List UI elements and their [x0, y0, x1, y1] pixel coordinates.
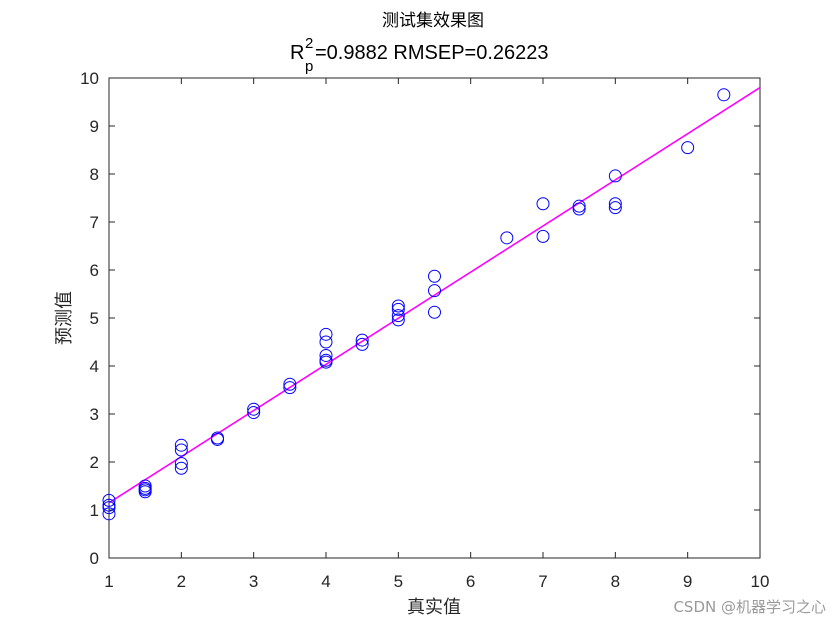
data-point — [174, 438, 188, 452]
data-point — [536, 197, 550, 211]
data-point — [572, 202, 586, 216]
data-point — [608, 201, 622, 215]
y-tick-label: 1 — [90, 501, 99, 520]
watermark-text: CSDN @机器学习之心 — [673, 598, 826, 616]
x-tick-label: 7 — [538, 572, 547, 591]
data-point — [174, 443, 188, 457]
data-point — [681, 141, 695, 155]
subtitle-subscript: p — [305, 58, 313, 75]
y-tick-label: 8 — [90, 165, 99, 184]
data-point — [102, 493, 116, 507]
axis-ticks — [108, 77, 761, 559]
data-point — [247, 406, 261, 420]
y-tick-label: 5 — [90, 309, 99, 328]
chart-subtitle: R 2 p =0.9882 RMSEP=0.26223 — [290, 35, 549, 75]
x-tick-label: 4 — [321, 572, 330, 591]
data-point — [319, 353, 333, 367]
y-tick-label: 6 — [90, 261, 99, 280]
x-tick-label: 2 — [177, 572, 186, 591]
data-point — [572, 199, 586, 213]
data-point — [391, 313, 405, 327]
data-point — [283, 377, 297, 391]
data-point — [428, 305, 441, 319]
y-axis-label: 预测值 — [54, 291, 75, 345]
y-tick-label: 9 — [90, 117, 99, 136]
data-point — [500, 231, 514, 245]
x-tick-label: 8 — [611, 572, 620, 591]
data-point — [355, 333, 369, 347]
y-tick-label: 2 — [90, 453, 99, 472]
data-point — [608, 169, 622, 183]
subtitle-metrics: =0.9882 RMSEP=0.26223 — [315, 42, 549, 64]
x-tick-label: 10 — [751, 572, 770, 591]
y-tick-label: 0 — [90, 549, 99, 568]
data-point — [428, 284, 441, 298]
data-point — [319, 348, 333, 362]
y-tick-label: 10 — [80, 69, 99, 88]
y-tick-label: 7 — [90, 213, 99, 232]
data-point — [319, 327, 333, 341]
data-point — [319, 335, 333, 349]
chart-title: 测试集效果图 — [382, 11, 484, 31]
data-point — [283, 381, 297, 395]
data-point — [174, 461, 188, 475]
x-axis-label: 真实值 — [407, 597, 461, 618]
x-tick-label: 3 — [249, 572, 258, 591]
x-tick-label: 9 — [683, 572, 692, 591]
data-point — [138, 479, 152, 493]
y-tick-label: 4 — [90, 357, 99, 376]
data-point — [211, 431, 224, 445]
data-point — [391, 302, 405, 316]
data-point — [391, 309, 405, 323]
y-tick-label: 3 — [90, 405, 99, 424]
data-point — [717, 88, 731, 102]
subtitle-r: R — [290, 42, 304, 64]
data-point — [247, 402, 261, 416]
data-point — [174, 456, 188, 470]
data-point — [355, 337, 369, 351]
subtitle-superscript: 2 — [305, 35, 313, 52]
x-tick-label: 1 — [104, 572, 113, 591]
scatter-points — [102, 88, 731, 521]
x-tick-label: 6 — [466, 572, 475, 591]
x-tick-label: 5 — [394, 572, 403, 591]
data-point — [102, 498, 116, 512]
data-point — [536, 229, 550, 243]
data-point — [608, 197, 622, 211]
data-point — [428, 269, 441, 283]
data-point — [102, 507, 116, 521]
data-point — [391, 299, 405, 313]
